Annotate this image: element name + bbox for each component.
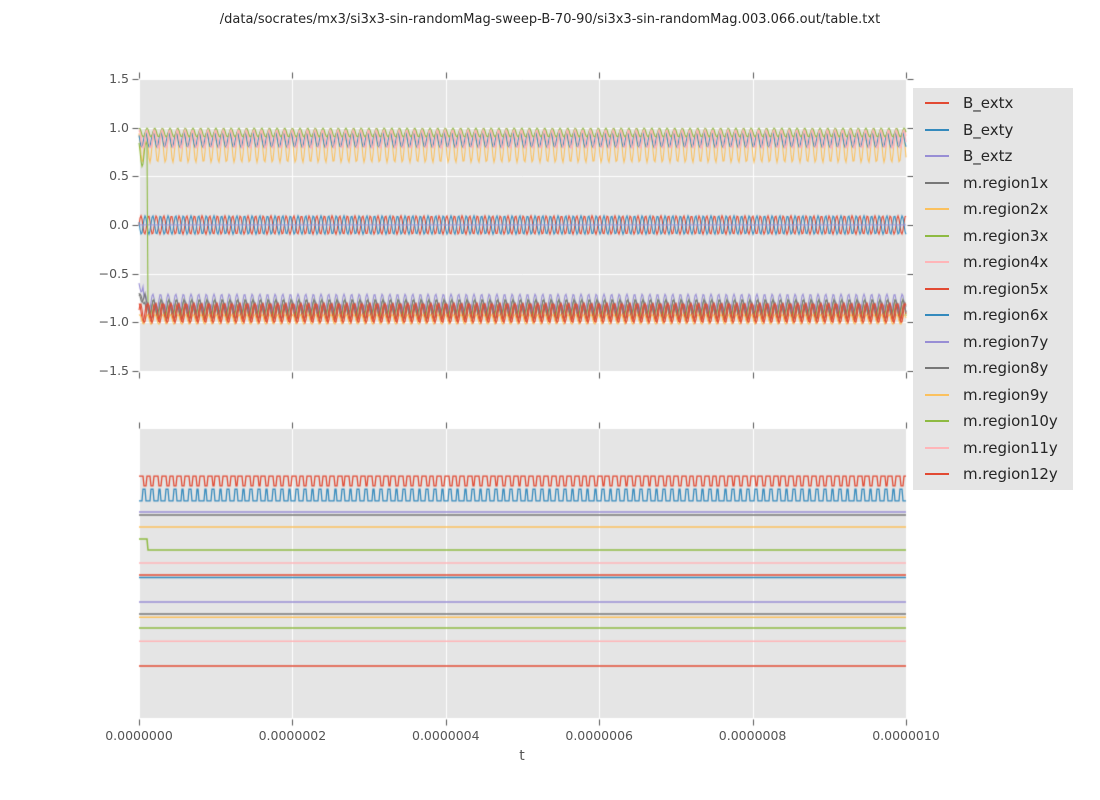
legend-label: m.region2x <box>963 200 1049 219</box>
legend-label: m.region4x <box>963 253 1049 272</box>
legend-label: B_exty <box>963 120 1014 139</box>
legend-item: m.region2x <box>913 196 1073 223</box>
xtick-label: 0.0000010 <box>872 728 940 743</box>
legend-line-sample <box>925 446 949 449</box>
xtick-label: 0.0000006 <box>565 728 633 743</box>
legend-label: B_extz <box>963 147 1013 166</box>
ytick-label: 1.5 <box>109 71 129 86</box>
legend-label: m.region11y <box>963 438 1058 457</box>
ytick-label: −0.5 <box>98 265 129 281</box>
legend-line-sample <box>925 208 949 211</box>
legend-item: m.region4x <box>913 249 1073 276</box>
legend-item: m.region6x <box>913 302 1073 329</box>
legend-line-sample <box>925 420 949 423</box>
ytick-label: 0.0 <box>109 217 129 232</box>
xtick-label: 0.0000002 <box>258 728 327 743</box>
legend-item: m.region3x <box>913 223 1073 250</box>
legend-label: m.region8y <box>963 359 1049 378</box>
legend-line-sample <box>925 261 949 264</box>
ytick-label: 0.5 <box>109 168 129 184</box>
legend-label: m.region7y <box>963 332 1049 351</box>
legend-item: m.region10y <box>913 408 1073 435</box>
legend-line-sample <box>925 102 949 105</box>
legend-line-sample <box>925 155 949 158</box>
xtick-label: 0.0000004 <box>411 728 480 743</box>
legend-line-sample <box>925 473 949 476</box>
x-axis-label: t <box>519 748 525 764</box>
legend-line-sample <box>925 181 949 184</box>
legend-item: m.region9y <box>913 382 1073 409</box>
legend-line-sample <box>925 393 949 396</box>
legend-line-sample <box>925 367 949 370</box>
legend-label: m.region6x <box>963 306 1049 325</box>
legend-label: m.region9y <box>963 385 1049 404</box>
legend-line-sample <box>925 340 949 343</box>
legend-label: m.region1x <box>963 173 1049 192</box>
legend-item: B_exty <box>913 117 1073 144</box>
legend-item: m.region1x <box>913 170 1073 197</box>
ytick-label: 1.0 <box>109 119 129 135</box>
legend-label: m.region12y <box>963 465 1058 484</box>
legend-line-sample <box>925 234 949 237</box>
legend-line-sample <box>925 128 949 131</box>
legend-item: m.region11y <box>913 435 1073 462</box>
legend-line-sample <box>925 287 949 290</box>
xtick-label: 0.0000000 <box>105 728 173 743</box>
legend-label: m.region5x <box>963 279 1049 298</box>
legend-item: B_extz <box>913 143 1073 170</box>
legend: B_extx B_exty B_extz m.region1x m.region2x m.… <box>913 88 1073 490</box>
legend-item: m.region12y <box>913 461 1073 488</box>
legend-item: m.region5x <box>913 276 1073 303</box>
ytick-label: −1.5 <box>98 363 129 378</box>
ytick-label: −1.0 <box>98 314 129 330</box>
legend-item: m.region8y <box>913 355 1073 382</box>
legend-item: B_extx <box>913 90 1073 117</box>
xtick-label: 0.0000008 <box>718 728 787 743</box>
legend-item: m.region7y <box>913 329 1073 356</box>
legend-label: B_extx <box>963 94 1014 113</box>
plot-title: /data/socrates/mx3/si3x3-sin-randomMag-s… <box>219 12 881 27</box>
legend-label: m.region10y <box>963 412 1058 431</box>
legend-label: m.region3x <box>963 226 1049 245</box>
legend-line-sample <box>925 314 949 317</box>
